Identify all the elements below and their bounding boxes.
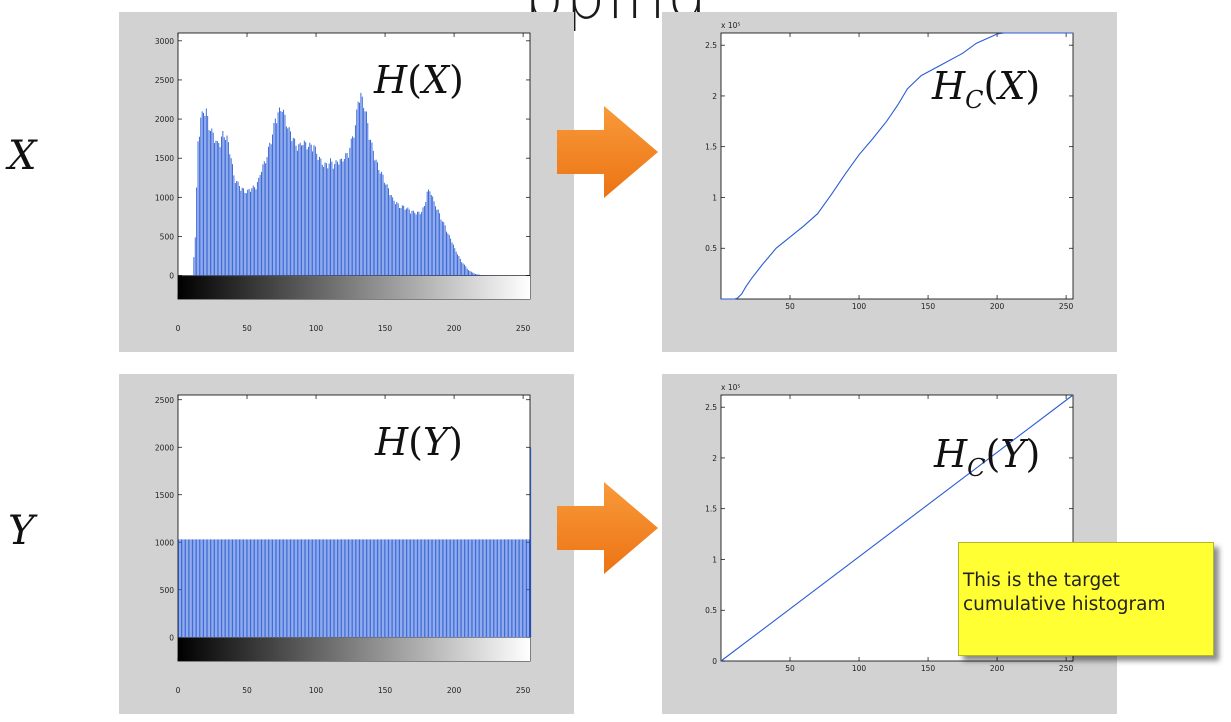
y-tick-label: 500 [160, 586, 175, 595]
x-tick-label: 100 [852, 302, 867, 311]
x-tick-label: 50 [785, 302, 795, 311]
y-tick-label: 0.5 [705, 606, 717, 615]
cumulative-x-panel: 0.5 1 1.5 2 2.5 50 100 150 200 250 x 10⁵ HC(X) [662, 12, 1117, 352]
x-tick-label: 50 [242, 686, 252, 695]
x-tick-label: 100 [309, 324, 324, 333]
y-tick-label: 2500 [155, 76, 174, 85]
y-tick-label: 3000 [155, 37, 174, 46]
x-tick-label: 200 [447, 686, 462, 695]
plot-area [720, 32, 1074, 300]
y-tick-label: 1500 [155, 491, 174, 500]
y-tick-label: 2.5 [705, 403, 717, 412]
y-scale-label: x 10⁵ [721, 21, 740, 30]
y-tick-label: 1000 [155, 193, 174, 202]
hy-label: H(Y) [375, 420, 463, 464]
y-tick-label: 0 [712, 657, 717, 666]
histogram-x-chart: 0 500 1000 1500 2000 2500 3000 0 50 100 150 200 250 [155, 32, 531, 333]
y-tick-label: 1 [712, 555, 717, 564]
x-tick-label: 250 [516, 686, 531, 695]
y-tick-label: 1.5 [705, 143, 717, 152]
x-tick-label: 100 [852, 664, 867, 673]
x-tick-label: 150 [921, 302, 936, 311]
histogram-y-panel: 0 500 1000 1500 2000 2500 0 50 100 150 200 250 H(Y) [119, 374, 574, 714]
y-tick-label: 2 [712, 454, 717, 463]
y-tick-label: 1 [712, 193, 717, 202]
x-tick-label: 200 [447, 324, 462, 333]
y-tick-label: 2000 [155, 115, 174, 124]
x-tick-label: 200 [990, 302, 1005, 311]
x-tick-label: 150 [378, 686, 393, 695]
y-tick-label: 2000 [155, 443, 174, 452]
row-label-y: Y [8, 508, 35, 554]
y-tick-label: 1000 [155, 538, 174, 547]
cumulative-line [721, 32, 1073, 300]
histogram-x-panel: 0 500 1000 1500 2000 2500 3000 0 50 100 150 200 250 … [119, 12, 574, 352]
cumulative-x-chart: 0.5 1 1.5 2 2.5 50 100 150 200 250 x 10⁵ [705, 21, 1074, 311]
x-tick-label: 0 [176, 686, 181, 695]
y-tick-label: 500 [160, 232, 175, 241]
x-tick-label: 150 [921, 664, 936, 673]
row-label-x: X [8, 133, 37, 179]
x-tick-label: 50 [785, 664, 795, 673]
hx-label: H(X) [374, 58, 464, 102]
y-tick-label: 0 [169, 633, 174, 642]
y-tick-label: 1.5 [705, 505, 717, 514]
arrow-right-icon [557, 482, 658, 574]
hcy-label: HC(Y) [934, 432, 1041, 482]
cumulative-line [720, 394, 1074, 662]
gradient-colorbar [178, 276, 530, 299]
histogram-y-chart: 0 500 1000 1500 2000 2500 0 50 100 150 200 250 [155, 394, 532, 695]
y-tick-label: 2 [712, 92, 717, 101]
x-tick-label: 250 [516, 324, 531, 333]
y-tick-label: 2500 [155, 396, 174, 405]
x-tick-label: 50 [242, 324, 252, 333]
x-tick-label: 100 [309, 686, 324, 695]
x-tick-label: 250 [1059, 664, 1074, 673]
y-tick-label: 1500 [155, 154, 174, 163]
y-tick-label: 0 [169, 272, 174, 281]
x-tick-label: 150 [378, 324, 393, 333]
x-tick-label: 200 [990, 664, 1005, 673]
hcx-label: HC(X) [932, 64, 1041, 114]
y-tick-label: 0.5 [705, 244, 717, 253]
x-tick-label: 250 [1059, 302, 1074, 311]
y-scale-label: x 10⁵ [721, 383, 740, 392]
x-tick-label: 0 [176, 324, 181, 333]
annotation-note: This is the target cumulative histogram [958, 542, 1214, 656]
arrow-right-icon [557, 106, 658, 198]
gradient-colorbar [178, 637, 530, 661]
y-tick-label: 2.5 [705, 41, 717, 50]
